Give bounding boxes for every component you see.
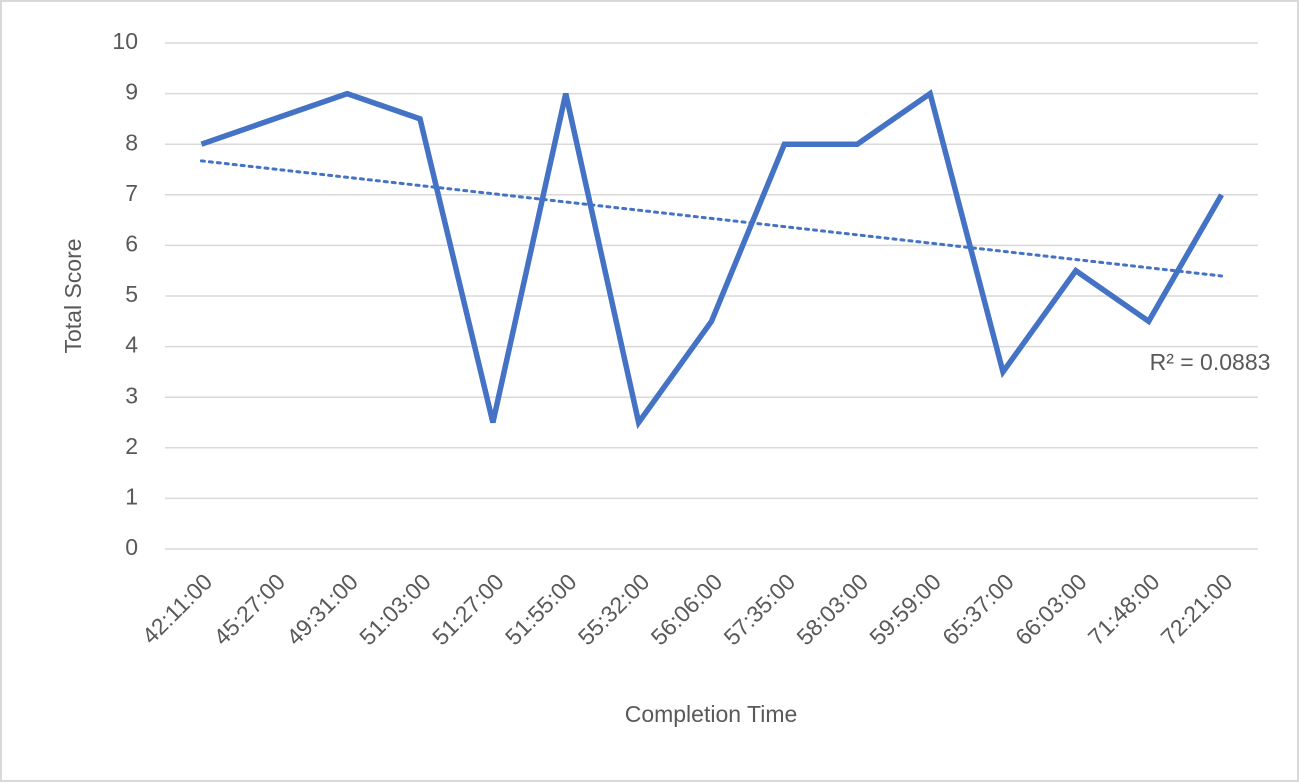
data-line (200, 89, 1224, 430)
y-tick-label: 0 (125, 534, 138, 560)
y-tick-label: 1 (125, 483, 138, 509)
y-tick-label: 5 (125, 281, 138, 307)
y-tick-label: 3 (125, 382, 138, 408)
y-tick-label: 10 (112, 28, 138, 54)
y-axis-title: Total Score (60, 238, 86, 353)
y-tick-label: 4 (125, 332, 138, 358)
annotation: R² = 0.0883 (1150, 349, 1271, 375)
y-tick-label: 8 (125, 129, 138, 155)
y-tick-label: 9 (125, 79, 138, 105)
trendline (199, 159, 1224, 278)
y-tick-label: 2 (125, 433, 138, 459)
y-tick-label: 7 (125, 180, 138, 206)
y-tick-label: 6 (125, 230, 138, 256)
x-axis-title: Completion Time (625, 701, 798, 727)
